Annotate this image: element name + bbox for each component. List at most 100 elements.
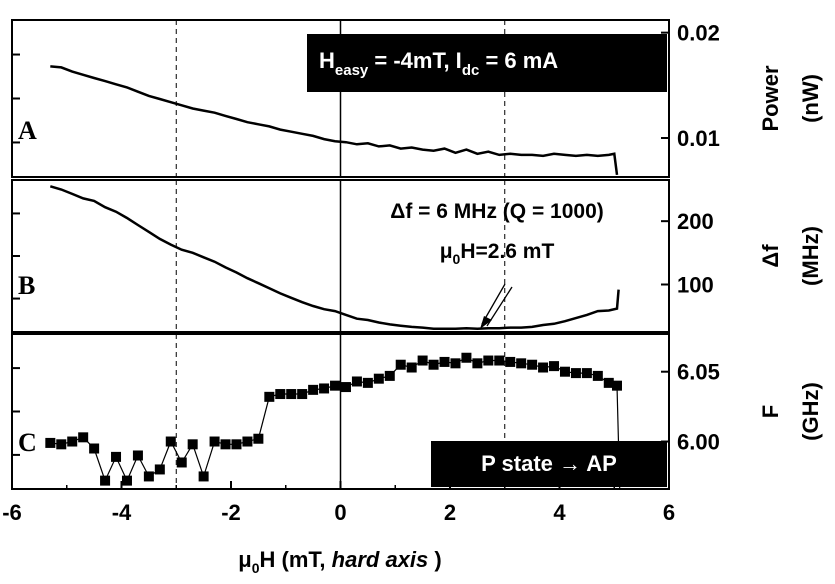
annotation-mu: μ [440, 240, 453, 263]
annotation-subscript: easy [335, 62, 369, 79]
annotation-main: H [319, 48, 335, 73]
data-point [132, 450, 143, 461]
annotation-text: Heasy = -4mT, Idc = 6 mA [319, 48, 558, 79]
y-tick-label: 6.00 [677, 430, 720, 455]
data-point [297, 389, 308, 400]
y-axis-label-line: F [758, 405, 783, 418]
data-point [67, 436, 78, 447]
annotation-text: P state → AP [481, 451, 617, 476]
y-tick-label: 0.02 [677, 21, 720, 46]
data-point [165, 436, 176, 447]
y-tick-label: 200 [677, 209, 714, 234]
data-point [275, 389, 286, 400]
data-point [483, 355, 494, 366]
data-point [45, 437, 56, 448]
data-point [527, 359, 538, 370]
series-line [50, 65, 619, 176]
x-tick-label: -6 [2, 500, 22, 525]
data-point [308, 384, 319, 395]
data-point [450, 358, 461, 369]
x-tick-label: 4 [553, 500, 566, 525]
y-axis-label-unit: (MHz) [798, 226, 823, 286]
panel-letter: C [18, 428, 37, 457]
data-point [362, 377, 373, 388]
data-point [373, 373, 384, 384]
data-point [143, 471, 154, 482]
x-tick-label: 0 [334, 500, 346, 525]
data-point [417, 355, 428, 366]
data-point [494, 355, 505, 366]
data-point [384, 370, 395, 381]
x-label-tail: ) [428, 547, 441, 572]
y-axis-label: Power (nW) [758, 65, 823, 131]
data-point [264, 391, 275, 402]
x-label-mid: H (mT, [260, 547, 332, 572]
data-point [231, 439, 242, 450]
x-tick-label: -4 [112, 500, 132, 525]
annotation-mid: = -4mT, I [368, 48, 462, 73]
data-point [319, 383, 330, 394]
y-axis-label: F (GHz) [758, 382, 823, 441]
x-label-subscript: 0 [252, 560, 260, 576]
data-point [406, 362, 417, 373]
x-axis-label: μ0H (mT, hard axis ) [238, 547, 441, 576]
data-point [253, 433, 264, 444]
data-point [549, 361, 560, 372]
y-tick-label: 6.05 [677, 360, 720, 385]
panel-letter: A [18, 116, 37, 145]
panel-a: 0.02 0.01 Power (nW) A Heasy = -4mT, Idc = 6 … [11, 19, 823, 178]
y-axis-label-unit: (nW) [798, 74, 823, 123]
y-axis-label-line: Power [758, 65, 783, 131]
data-point [592, 370, 603, 381]
data-point [516, 358, 527, 369]
data-point [220, 439, 231, 450]
arrow-head [480, 316, 492, 329]
x-tick-label: 2 [444, 500, 456, 525]
data-point [461, 352, 472, 363]
x-label-mu: μ [238, 547, 251, 572]
data-point [611, 380, 622, 391]
y-axis-label: Δf (MHz) [758, 226, 823, 286]
data-point [340, 382, 351, 393]
data-point [242, 436, 253, 447]
data-point [351, 376, 362, 387]
y-tick-label: 100 [677, 273, 714, 298]
y-tick-label: 0.01 [677, 126, 720, 151]
data-point [395, 359, 406, 370]
data-point [472, 358, 483, 369]
x-tick-label: 6 [663, 500, 675, 525]
data-point [581, 368, 592, 379]
annotation-line2: μ0H=2.6 mT [440, 240, 555, 267]
data-point [439, 356, 450, 367]
data-point [505, 356, 516, 367]
series-line [49, 185, 620, 331]
data-point [176, 457, 187, 468]
x-tick-label: -2 [221, 500, 241, 525]
data-point [121, 475, 132, 486]
data-point [78, 432, 89, 443]
data-point [111, 451, 122, 462]
x-label-italic: hard axis [332, 547, 429, 572]
data-point [428, 359, 439, 370]
data-point [330, 380, 341, 391]
panel-c: 6.05 6.00 F (GHz) C P state → AP [11, 333, 823, 490]
y-axis-label-line: Δf [758, 244, 783, 268]
data-point [187, 439, 198, 450]
annotation-box [307, 34, 667, 92]
y-axis-label-unit: (GHz) [798, 382, 823, 441]
annotation-subscript: 0 [453, 251, 461, 267]
annotation-tail: H=2.6 mT [460, 240, 554, 263]
data-point [198, 471, 209, 482]
data-point [603, 377, 614, 388]
data-point [89, 443, 100, 454]
panel-letter: B [18, 271, 35, 300]
data-point [538, 362, 549, 373]
data-point [209, 436, 220, 447]
data-point [570, 368, 581, 379]
data-point [154, 464, 165, 475]
data-point [286, 389, 297, 400]
annotation-tail: = 6 mA [479, 48, 558, 73]
panel-b: 200 100 Δf (MHz) B Δf = 6 MHz (Q = 1000) μ0H=2… [11, 179, 823, 333]
annotation-subscript: dc [462, 62, 480, 79]
